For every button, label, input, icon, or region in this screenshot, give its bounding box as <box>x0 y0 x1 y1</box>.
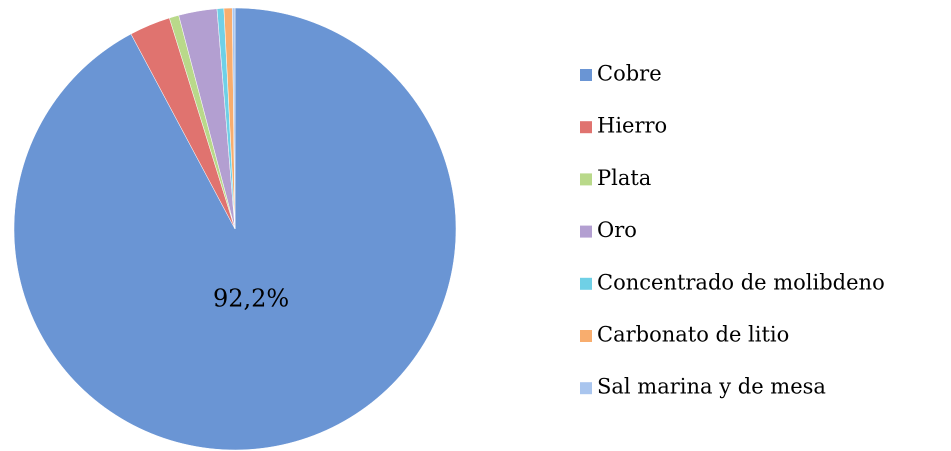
legend-swatch <box>580 69 592 81</box>
legend-label: Cobre <box>597 62 662 86</box>
legend-swatch <box>580 330 592 342</box>
legend-label: Oro <box>597 218 637 242</box>
legend-label: Carbonato de litio <box>597 323 789 347</box>
legend-label: Concentrado de molibdeno <box>597 270 885 294</box>
pie-slice <box>231 7 236 230</box>
legend-swatch <box>580 121 592 134</box>
legend-swatch <box>580 277 592 290</box>
data-label: 92,2% <box>213 284 289 312</box>
legend-swatch <box>580 225 592 238</box>
legend-label: Sal marina y de mesa <box>597 375 826 399</box>
legend-label: Hierro <box>597 114 667 138</box>
legend-swatch <box>580 382 592 395</box>
legend-swatch <box>580 173 592 186</box>
legend-label: Plata <box>597 166 651 190</box>
